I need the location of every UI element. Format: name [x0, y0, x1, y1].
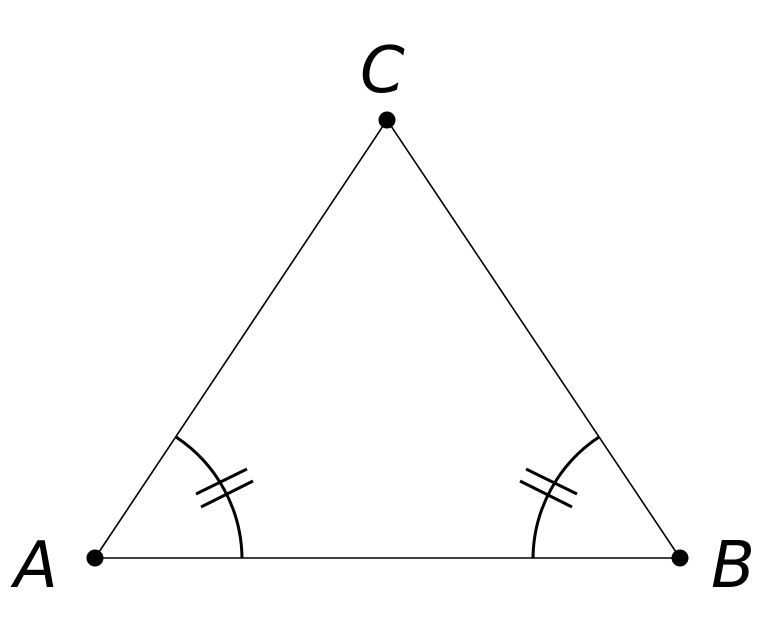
side-bc — [386, 119, 681, 559]
vertex-label-c: C — [360, 34, 405, 108]
vertex-label-b: B — [711, 529, 755, 603]
angle-tick-b-2 — [519, 479, 573, 509]
angle-tick-a-2 — [200, 479, 254, 509]
vertex-label-a: A — [10, 529, 58, 603]
angle-arc-a — [175, 435, 244, 559]
angle-tick-b-1 — [525, 467, 578, 496]
vertex-point-a — [86, 549, 104, 567]
vertex-point-c — [378, 111, 396, 129]
vertex-point-b — [671, 549, 689, 567]
side-ca — [94, 119, 388, 559]
angle-arc-b — [531, 435, 600, 559]
angle-tick-a-1 — [195, 467, 248, 496]
